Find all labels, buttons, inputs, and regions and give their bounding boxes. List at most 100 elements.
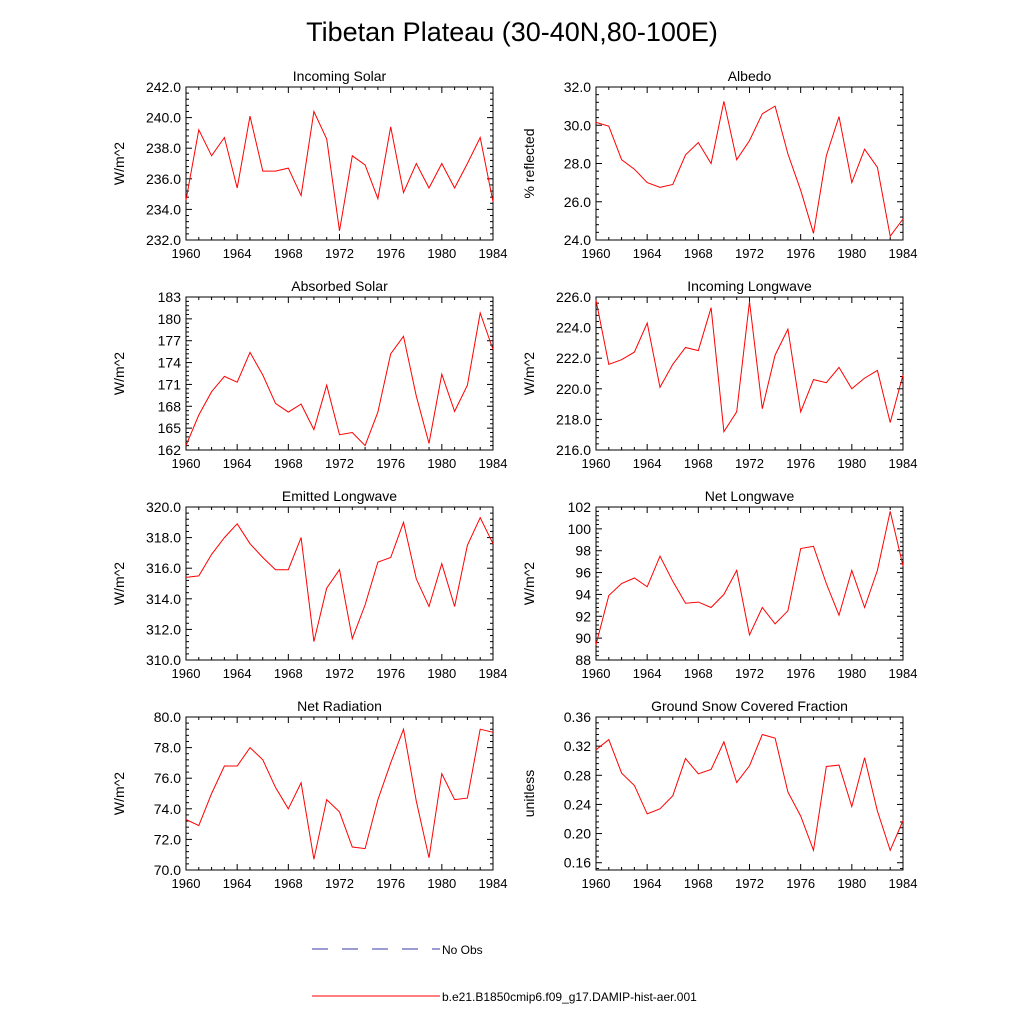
x-tick-label: 1960 (582, 666, 611, 681)
y-tick-label: 28.0 (564, 156, 591, 172)
legend: No Obs b.e21.B1850cmip6.f09_g17.DAMIP-his… (312, 943, 697, 1004)
x-tick-label: 1972 (325, 876, 354, 891)
x-tick-label: 1964 (633, 876, 662, 891)
y-axis-label-net-longwave: W/m^2 (521, 562, 537, 605)
x-tick-label: 1964 (223, 876, 252, 891)
plot-frame-albedo (595, 86, 904, 241)
panel-net-longwave: Net Longwave W/m^2 1960 1964 1968 1972 1976 198… (521, 488, 917, 681)
y-tick-label: 94 (575, 586, 591, 602)
y-axis-label-incoming-longwave: W/m^2 (521, 352, 537, 395)
series-line-net-longwave (595, 511, 904, 645)
y-tick-label: 96 (575, 565, 591, 581)
panel-net-radiation: Net Radiation W/m^2 1960 1964 1968 1972 1976 19… (111, 698, 507, 891)
panel-title-incoming-longwave: Incoming Longwave (687, 278, 812, 294)
x-tick-label: 1980 (427, 666, 456, 681)
y-tick-label: 226.0 (556, 289, 591, 305)
x-tick-label: 1976 (786, 456, 815, 471)
panels: Incoming Solar W/m^2 1960 1964 1968 1972 1976 1… (111, 68, 917, 891)
y-tick-label: 168 (158, 398, 182, 414)
series-line-net-radiation (185, 727, 494, 860)
y-tick-label: 216.0 (556, 442, 591, 458)
x-tick-label: 1964 (223, 456, 252, 471)
x-tick-label: 1980 (837, 876, 866, 891)
panel-title-emitted-longwave: Emitted Longwave (282, 488, 397, 504)
x-tick-label: 1984 (479, 666, 508, 681)
x-tick-label: 1972 (325, 456, 354, 471)
x-tick-label: 1972 (735, 666, 764, 681)
panel-incoming-solar: Incoming Solar W/m^2 1960 1964 1968 1972 1976 1… (111, 68, 507, 261)
legend-label: b.e21.B1850cmip6.f09_g17.DAMIP-hist-aer.… (442, 990, 697, 1004)
y-tick-label: 0.32 (564, 738, 591, 754)
y-tick-label: 236.0 (146, 171, 181, 187)
y-tick-label: 218.0 (556, 411, 591, 427)
plot-frame-net-radiation (185, 716, 494, 871)
y-tick-label: 0.20 (564, 826, 591, 842)
x-tick-label: 1964 (633, 456, 662, 471)
series-line-absorbed-solar (185, 311, 494, 447)
x-tick-label: 1960 (582, 456, 611, 471)
y-tick-label: 88 (575, 652, 591, 668)
y-tick-label: 80.0 (154, 709, 181, 725)
y-tick-label: 70.0 (154, 862, 181, 878)
plot-frame-absorbed-solar (185, 296, 494, 451)
y-tick-label: 234.0 (146, 201, 181, 217)
y-tick-label: 240.0 (146, 110, 181, 126)
series-line-albedo (595, 101, 904, 238)
x-tick-label: 1960 (582, 876, 611, 891)
x-tick-label: 1964 (223, 666, 252, 681)
y-axis-label-net-radiation: W/m^2 (111, 772, 127, 815)
x-tick-label: 1980 (427, 876, 456, 891)
y-tick-label: 177 (158, 333, 182, 349)
plot-frame-incoming-solar (185, 86, 494, 241)
y-tick-label: 0.36 (564, 709, 591, 725)
y-tick-label: 0.28 (564, 767, 591, 783)
series-line-incoming-solar (185, 109, 494, 231)
panel-title-albedo: Albedo (728, 68, 772, 84)
series-line-emitted-longwave (185, 516, 494, 642)
y-tick-label: 316.0 (146, 560, 181, 576)
panel-title-incoming-solar: Incoming Solar (293, 68, 387, 84)
panel-title-absorbed-solar: Absorbed Solar (291, 278, 388, 294)
y-tick-label: 0.16 (564, 855, 591, 871)
y-tick-label: 220.0 (556, 381, 591, 397)
panel-emitted-longwave: Emitted Longwave W/m^2 1960 1964 1968 1972 197… (111, 488, 507, 681)
x-tick-label: 1984 (889, 666, 918, 681)
panel-title-net-longwave: Net Longwave (705, 488, 795, 504)
y-tick-label: 92 (575, 608, 591, 624)
legend-item-no-obs: No Obs (312, 943, 483, 957)
series-line-incoming-longwave (595, 300, 904, 434)
plot-frame-incoming-longwave (595, 296, 904, 451)
y-tick-label: 24.0 (564, 232, 591, 248)
x-tick-label: 1976 (376, 456, 405, 471)
x-tick-label: 1976 (786, 246, 815, 261)
y-axis-label-emitted-longwave: W/m^2 (111, 562, 127, 605)
x-tick-label: 1980 (427, 456, 456, 471)
x-tick-label: 1960 (172, 456, 201, 471)
x-tick-label: 1972 (325, 666, 354, 681)
y-tick-label: 232.0 (146, 232, 181, 248)
x-tick-label: 1968 (684, 876, 713, 891)
x-tick-label: 1976 (376, 246, 405, 261)
y-axis-label-ground-snow-covered-fraction: unitless (521, 770, 537, 817)
panel-ground-snow-covered-fraction: Ground Snow Covered Fraction unitless 1960… (521, 698, 917, 891)
x-tick-label: 1984 (889, 876, 918, 891)
y-tick-label: 72.0 (154, 831, 181, 847)
y-tick-label: 0.24 (564, 796, 591, 812)
x-tick-label: 1964 (223, 246, 252, 261)
y-tick-label: 171 (158, 376, 182, 392)
y-tick-label: 180 (158, 311, 182, 327)
y-axis-label-albedo: % reflected (521, 128, 537, 198)
x-tick-label: 1960 (172, 876, 201, 891)
x-tick-label: 1972 (735, 876, 764, 891)
x-tick-label: 1972 (325, 246, 354, 261)
y-tick-label: 222.0 (556, 350, 591, 366)
x-tick-label: 1976 (786, 666, 815, 681)
x-tick-label: 1980 (837, 246, 866, 261)
y-tick-label: 224.0 (556, 320, 591, 336)
y-tick-label: 318.0 (146, 530, 181, 546)
legend-label: No Obs (442, 943, 483, 957)
x-tick-label: 1984 (889, 246, 918, 261)
x-tick-label: 1984 (479, 876, 508, 891)
